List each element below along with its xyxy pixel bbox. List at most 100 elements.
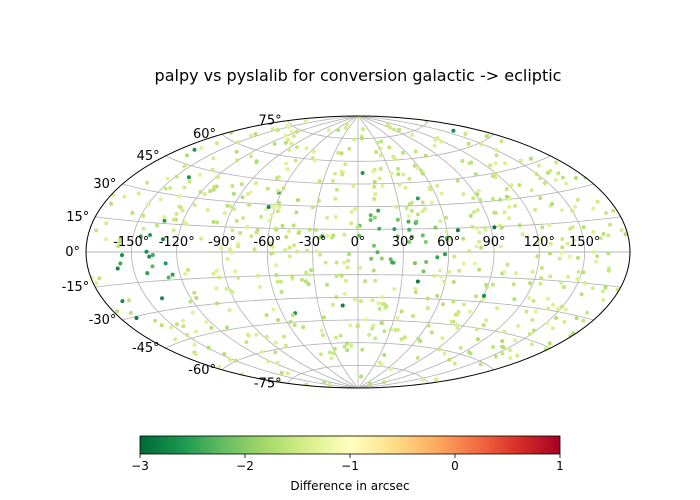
data-point [484, 318, 489, 323]
data-point [291, 243, 296, 248]
data-point [564, 181, 568, 186]
data-point [360, 347, 365, 352]
data-point [289, 141, 294, 146]
data-point [476, 337, 480, 342]
data-point [310, 205, 315, 210]
data-point [392, 127, 397, 132]
data-point [267, 218, 272, 223]
data-point [623, 232, 628, 237]
data-point [429, 200, 434, 205]
data-point [318, 352, 323, 357]
data-point [320, 234, 325, 239]
data-point [225, 203, 230, 208]
data-point [573, 176, 578, 180]
data-point [420, 171, 425, 176]
data-point [312, 158, 317, 163]
data-point [516, 323, 521, 328]
data-point [606, 251, 611, 256]
colorbar-tick-label: −3 [131, 459, 149, 473]
colorbar-tick-label: −1 [341, 459, 359, 473]
data-point [211, 271, 216, 276]
data-point [304, 146, 309, 151]
data-point [469, 160, 474, 165]
data-point [336, 150, 341, 155]
data-point [227, 247, 232, 252]
data-point [548, 274, 553, 279]
data-point [239, 182, 244, 187]
data-point [560, 208, 565, 213]
data-point [420, 377, 425, 382]
data-point [180, 208, 185, 213]
data-point [198, 172, 202, 177]
data-point [271, 205, 276, 210]
data-point [598, 236, 603, 241]
data-point [529, 188, 534, 193]
data-point [188, 299, 193, 304]
data-point [219, 246, 224, 250]
data-point [412, 163, 417, 168]
data-point [130, 210, 135, 215]
data-point [438, 268, 442, 273]
data-point [494, 153, 499, 158]
data-point [513, 271, 518, 276]
data-point [511, 282, 516, 287]
data-point [307, 272, 312, 277]
data-point [372, 184, 377, 189]
data-point [339, 169, 344, 174]
data-point [174, 174, 179, 179]
longitude-tick-label: 120° [524, 235, 555, 250]
data-point [538, 281, 543, 286]
data-point [325, 282, 329, 287]
data-point [339, 151, 344, 156]
data-point [211, 220, 216, 224]
data-point [286, 125, 291, 129]
data-point [477, 230, 482, 235]
data-point [500, 351, 505, 356]
data-point [490, 174, 495, 178]
data-point [518, 158, 523, 163]
data-point [227, 308, 232, 313]
data-point [339, 273, 344, 278]
data-point [520, 232, 525, 237]
data-point [551, 302, 555, 307]
data-point [608, 222, 613, 227]
data-point [369, 256, 374, 261]
data-point [547, 222, 552, 227]
data-point [204, 320, 209, 325]
data-point [245, 225, 250, 229]
data-point [542, 181, 547, 186]
data-point [409, 208, 414, 213]
data-point [274, 227, 279, 232]
data-point [346, 258, 351, 263]
data-point [319, 328, 324, 333]
data-point [507, 204, 512, 209]
data-point [180, 318, 185, 323]
data-point [382, 329, 387, 334]
data-point [352, 137, 357, 142]
data-point [600, 289, 605, 294]
data-point [401, 172, 406, 177]
data-point [305, 248, 310, 253]
data-point [291, 223, 296, 228]
data-point [375, 140, 380, 145]
data-point [235, 244, 240, 249]
data-point [244, 340, 249, 345]
data-point [336, 128, 341, 132]
latitude-tick-label: 0° [65, 245, 80, 260]
data-point [283, 133, 288, 138]
data-point [384, 304, 389, 309]
data-point [254, 332, 259, 337]
data-point [581, 270, 586, 275]
data-point [413, 287, 418, 291]
data-point [326, 128, 331, 133]
data-point [452, 361, 457, 366]
data-point [449, 319, 454, 324]
data-point [442, 279, 447, 284]
parallel-line [221, 342, 495, 371]
data-point [202, 192, 207, 196]
data-point [370, 298, 375, 303]
data-point [224, 325, 229, 330]
data-point [232, 207, 237, 212]
data-point [445, 237, 449, 241]
data-point [264, 334, 269, 339]
